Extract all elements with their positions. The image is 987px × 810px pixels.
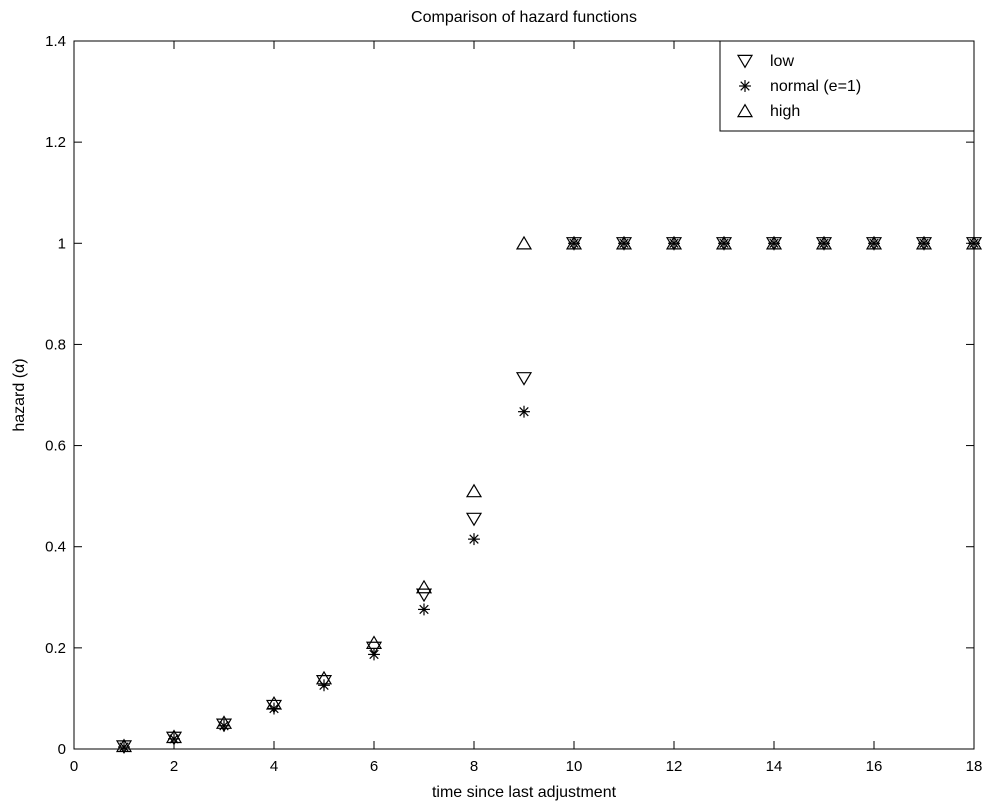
legend-label: low — [770, 53, 794, 70]
chart-title: Comparison of hazard functions — [411, 9, 637, 26]
y-tick-label: 1 — [58, 235, 66, 252]
data-point — [865, 235, 883, 250]
data-point — [265, 696, 283, 710]
data-point — [518, 405, 530, 418]
x-tick-label: 14 — [766, 758, 783, 775]
data-point — [418, 603, 430, 616]
data-point — [165, 729, 183, 744]
plot-area — [73, 40, 975, 750]
data-point — [215, 718, 233, 733]
data-point — [965, 235, 983, 250]
data-point — [515, 235, 533, 250]
data-point — [465, 483, 483, 498]
series-2 — [115, 235, 983, 753]
data-point — [265, 699, 283, 714]
data-point — [515, 372, 533, 386]
x-tick-label: 2 — [170, 758, 178, 775]
legend-label: normal (e=1) — [770, 78, 861, 95]
x-tick-label: 0 — [70, 758, 78, 775]
x-tick-label: 12 — [666, 758, 683, 775]
data-point — [765, 235, 783, 250]
data-point — [415, 579, 433, 594]
data-point — [115, 738, 133, 753]
y-tick-label: 0 — [58, 741, 66, 758]
x-tick-label: 6 — [370, 758, 378, 775]
data-point — [565, 235, 583, 250]
y-tick-label: 1.2 — [45, 134, 66, 151]
axis-ticks: 0 2 4 6 8 10 12 14 16 18 0 0.2 0.4 0.6 0.8 1 1.2 1.4 — [45, 33, 982, 775]
data-point — [715, 235, 733, 250]
legend-marker — [739, 80, 751, 92]
y-tick-label: 0.4 — [45, 539, 66, 556]
data-point — [415, 588, 433, 603]
data-point — [318, 679, 330, 692]
x-tick-label: 18 — [966, 758, 983, 775]
data-point — [465, 512, 483, 527]
data-point — [218, 719, 230, 732]
legend-marker — [736, 103, 754, 118]
data-point — [165, 731, 183, 746]
data-point — [468, 533, 480, 546]
y-axis-label: hazard (α) — [11, 358, 28, 431]
y-tick-label: 0.8 — [45, 336, 66, 353]
data-point — [315, 670, 333, 685]
y-tick-label: 0.2 — [45, 640, 66, 657]
data-point — [365, 635, 383, 650]
x-tick-label: 8 — [470, 758, 478, 775]
data-point — [215, 715, 233, 729]
y-tick-label: 1.4 — [45, 33, 66, 50]
legend-box — [719, 40, 975, 132]
legend-marker — [736, 54, 754, 69]
series-1 — [118, 237, 980, 753]
y-tick-label: 0.6 — [45, 438, 66, 455]
x-tick-label: 4 — [270, 758, 278, 775]
x-axis-label: time since last adjustment — [432, 784, 617, 801]
data-point — [615, 235, 633, 250]
data-markers — [115, 235, 983, 754]
data-point — [915, 235, 933, 250]
data-point — [815, 235, 833, 250]
legend: low normal (e=1) high — [719, 40, 975, 132]
series-0 — [115, 237, 983, 754]
data-point — [665, 235, 683, 250]
x-tick-label: 16 — [866, 758, 883, 775]
x-tick-label: 10 — [566, 758, 583, 775]
legend-label: high — [770, 103, 800, 120]
data-point — [368, 648, 380, 661]
